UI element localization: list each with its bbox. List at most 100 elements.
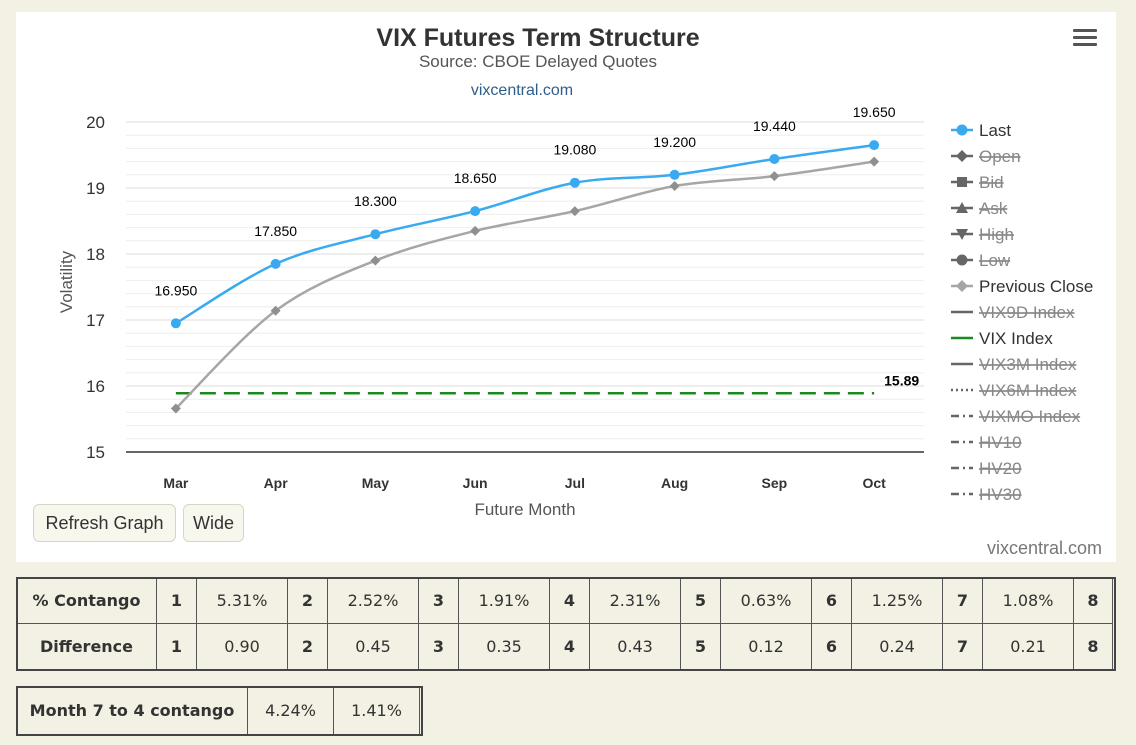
series: 15.89 16.950 17.850 18.300 18.650 19.080 19.20… [154,104,919,414]
x-axis-label: Future Month [474,500,575,519]
source-link[interactable]: vixcentral.com [471,82,573,99]
month-number: 1 [156,577,197,624]
legend-label: Bid [979,173,1004,192]
x-tick-label: May [362,475,389,491]
vix-index-label: 15.89 [884,372,919,388]
month-number: 3 [418,623,459,670]
m74-value: 1.41% [333,686,420,735]
last-point [769,153,780,164]
legend: Last Open Bid Ask High Low Previous Close VIX9D… [951,121,1093,504]
last-point [569,177,580,188]
month-number: 6 [811,623,852,670]
m74-value: 4.24% [247,686,334,735]
legend-item-last[interactable]: Last [951,121,1011,140]
previous-close-point [869,156,880,167]
chart-menu-icon[interactable] [1073,29,1097,49]
legend-item-hv20[interactable]: HV20 [951,459,1022,478]
chart-title: VIX Futures Term Structure [376,24,699,52]
last-point [270,258,281,269]
axes: 15 16 17 18 19 20 Mar Apr May Jun Jul Aug Sep Oct [86,113,924,491]
x-tick-label: Jun [463,475,488,491]
contango-value: 0.63% [720,577,812,624]
legend-item-vix6m-index[interactable]: VIX6M Index [951,381,1077,400]
y-tick-label: 18 [86,245,105,264]
chart: VIX Futures Term Structure Source: CBOE … [57,24,1093,519]
legend-marker [956,254,968,266]
legend-item-high[interactable]: High [951,225,1014,244]
contango-row-label: % Contango [16,577,157,624]
legend-marker [956,150,968,162]
legend-item-bid[interactable]: Bid [951,173,1004,192]
x-tick-label: Aug [661,475,688,491]
month-7-to-4-table: Month 7 to 4 contango 4.24% 1.41% [16,686,420,735]
legend-item-vix3m-index[interactable]: VIX3M Index [951,355,1077,374]
contango-value: 1.91% [458,577,550,624]
last-data-label: 19.440 [753,118,796,134]
legend-label: HV10 [979,433,1022,452]
difference-value: 0.45 [327,623,419,670]
difference-row: Difference 1 0.90 2 0.45 3 0.35 4 0.43 5… [16,623,1113,670]
month-number: 4 [549,577,590,624]
refresh-graph-button[interactable]: Refresh Graph [33,504,176,542]
last-point [170,318,181,329]
last-data-label: 18.650 [454,170,497,186]
legend-item-vix-index[interactable]: VIX Index [951,329,1053,348]
legend-label: Ask [979,199,1008,218]
month-number: 2 [287,623,328,670]
contango-table: % Contango 1 5.31% 2 2.52% 3 1.91% 4 2.3… [16,577,1113,670]
last-point [370,229,381,240]
legend-label: VIX3M Index [979,355,1077,374]
month-number: 4 [549,623,590,670]
last-data-label: 19.650 [853,104,896,120]
x-tick-label: Oct [862,475,886,491]
legend-label: Low [979,251,1011,270]
legend-marker [956,280,968,292]
legend-label: VIXMO Index [979,407,1081,426]
y-axis-label: Volatility [57,250,76,313]
previous-close-point [270,305,281,316]
previous-close-point [170,403,181,414]
legend-item-vixmo-index[interactable]: VIXMO Index [951,407,1081,426]
legend-item-ask[interactable]: Ask [951,199,1008,218]
legend-item-low[interactable]: Low [951,251,1011,270]
last-data-label: 19.080 [553,142,596,158]
series-line-previous-close [175,160,875,410]
legend-label: Previous Close [979,277,1093,296]
x-tick-label: Mar [163,475,188,491]
legend-item-hv30[interactable]: HV30 [951,485,1022,504]
month-number: 8 [1073,623,1113,670]
difference-value: 0.35 [458,623,550,670]
contango-row: % Contango 1 5.31% 2 2.52% 3 1.91% 4 2.3… [16,577,1113,624]
series-line-last [175,143,875,325]
legend-marker [956,202,968,213]
m74-label: Month 7 to 4 contango [16,686,248,735]
legend-item-previous-close[interactable]: Previous Close [951,277,1093,296]
contango-value: 2.52% [327,577,419,624]
legend-item-vix9d-index[interactable]: VIX9D Index [951,303,1075,322]
previous-close-point [769,171,780,182]
difference-value: 0.21 [982,623,1074,670]
x-tick-label: Apr [264,475,289,491]
last-point [470,206,481,217]
m74-row: Month 7 to 4 contango 4.24% 1.41% [16,686,420,735]
legend-label: VIX9D Index [979,303,1075,322]
y-tick-label: 15 [86,443,105,462]
legend-item-open[interactable]: Open [951,147,1021,166]
last-point [669,169,680,180]
legend-label: VIX6M Index [979,381,1077,400]
watermark: vixcentral.com [986,538,1102,558]
y-tick-label: 20 [86,113,105,132]
difference-value: 0.12 [720,623,812,670]
last-point [869,140,880,151]
legend-item-hv10[interactable]: HV10 [951,433,1022,452]
last-data-label: 18.300 [354,193,397,209]
legend-label: HV30 [979,485,1022,504]
wide-button[interactable]: Wide [183,504,244,542]
last-data-label: 19.200 [653,134,696,150]
legend-marker [956,229,968,240]
month-number: 7 [942,623,983,670]
legend-label: High [979,225,1014,244]
month-number: 1 [156,623,197,670]
contango-value: 2.31% [589,577,681,624]
month-number: 7 [942,577,983,624]
